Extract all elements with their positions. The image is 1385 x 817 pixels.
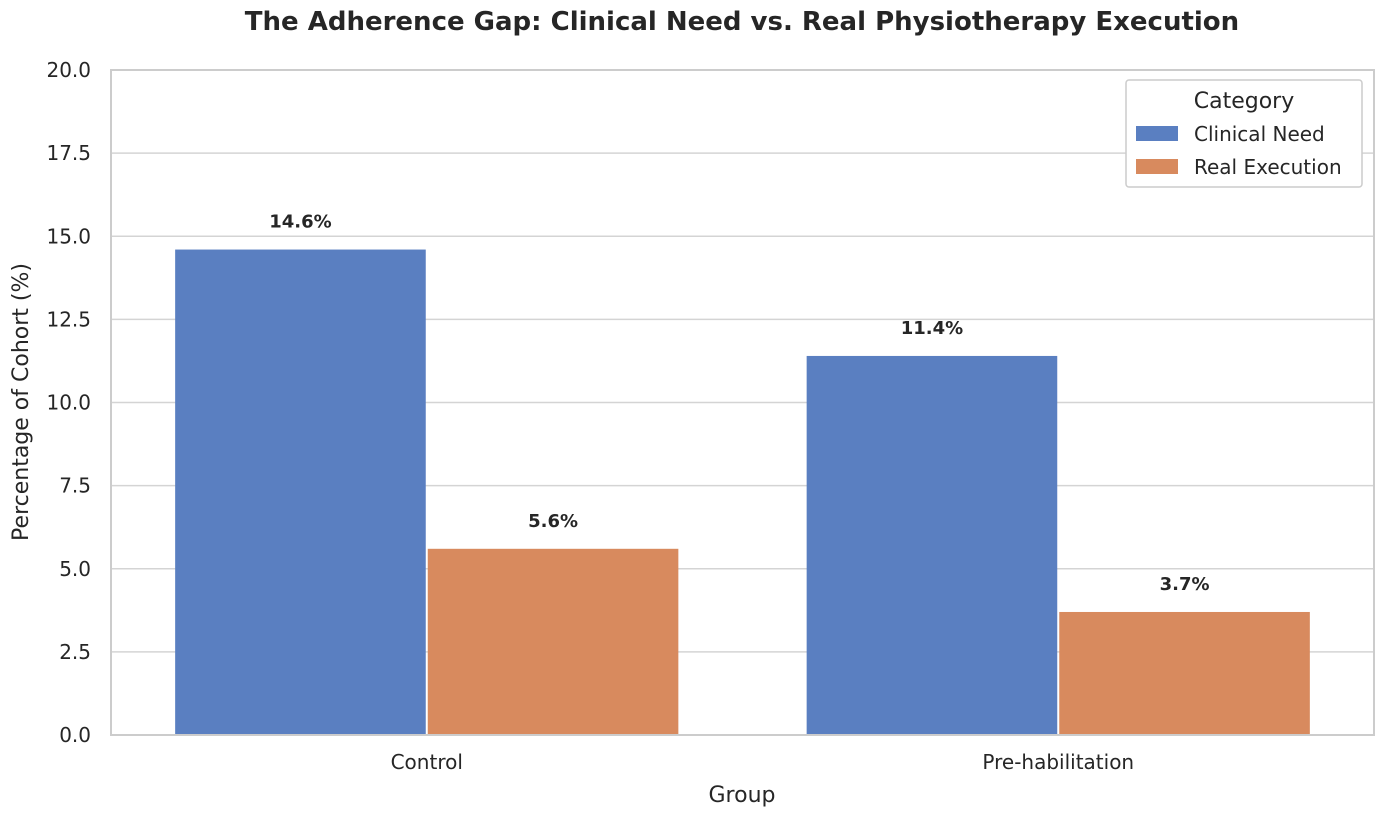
x-axis-label: Group [709,783,776,808]
data-labels: 14.6% 11.4% 5.6% 3.7% [269,212,1209,595]
x-tick-labels: Control Pre-habilitation [391,750,1135,774]
legend-swatch-real-execution [1136,159,1178,174]
bar-clinical-need-pre-habilitation [806,355,1058,735]
bars-group [175,249,1310,736]
y-axis-label: Percentage of Cohort (%) [9,263,34,541]
y-tick-labels: 0.0 2.5 5.0 7.5 10.0 12.5 15.0 17.5 20.0 [46,58,91,747]
legend-swatch-clinical-need [1136,126,1178,141]
y-tick-label: 20.0 [46,58,91,82]
y-tick-label: 17.5 [46,141,91,165]
legend-box [1125,79,1363,188]
bar-real-execution-pre-habilitation [1059,611,1310,735]
legend-label-clinical-need: Clinical Need [1194,122,1325,146]
y-tick-label: 7.5 [59,474,91,498]
y-tick-label: 2.5 [59,640,91,664]
bar-real-execution-control [427,548,679,735]
legend-title: Category [1194,89,1295,114]
x-tick-label: Pre-habilitation [982,750,1134,774]
y-tick-label: 10.0 [46,391,91,415]
data-label: 11.4% [901,318,963,339]
y-tick-label: 5.0 [59,557,91,581]
plot-frame [110,69,1375,736]
chart-title: The Adherence Gap: Clinical Need vs. Rea… [245,7,1239,37]
legend: Category Clinical Need Real Execution [1125,79,1363,188]
data-label: 14.6% [269,212,331,233]
y-tick-label: 15.0 [46,224,91,248]
y-tick-label: 12.5 [46,307,91,331]
data-label: 3.7% [1160,574,1210,595]
x-tick-label: Control [391,750,463,774]
y-tick-label: 0.0 [59,723,91,747]
bar-clinical-need-control [175,249,426,736]
legend-label-real-execution: Real Execution [1194,155,1342,179]
data-label: 5.6% [528,511,578,532]
